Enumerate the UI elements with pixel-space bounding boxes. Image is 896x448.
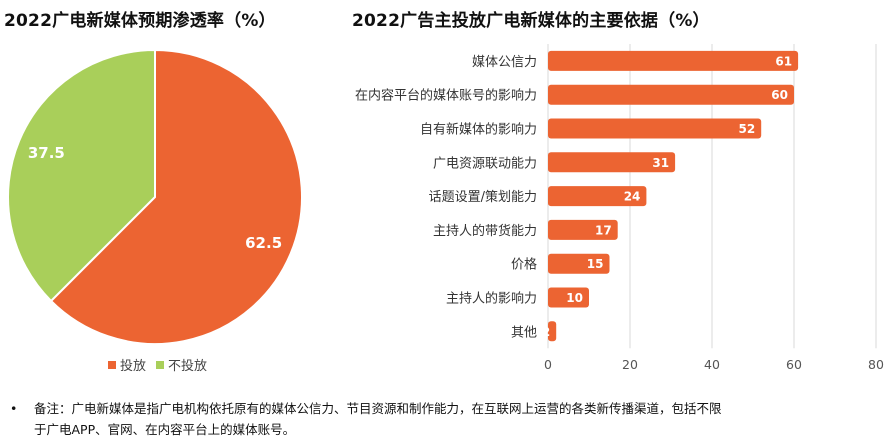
bar [548, 321, 557, 342]
legend-label: 不投放 [168, 358, 207, 374]
bar-value-label: 24 [624, 190, 641, 204]
bar [548, 152, 676, 173]
bar [548, 50, 799, 71]
bar [548, 253, 610, 274]
x-tick-label: 40 [704, 357, 720, 372]
legend-swatch [108, 361, 116, 369]
bar [548, 118, 762, 139]
x-tick-label: 20 [622, 357, 638, 372]
pie-chart: 62.5 37.5 投放 不投放 [7, 48, 303, 374]
y-category-label: 话题设置/策划能力 [429, 189, 537, 205]
bar-value-label: 15 [587, 257, 604, 271]
y-category-label: 其他 [511, 325, 537, 340]
bar-chart: 0 20 40 60 80 61 媒体公信力 60 在内容平台的媒体账号的影响力 52 自有新媒体的… [355, 44, 884, 372]
bar [548, 219, 618, 240]
bar-value-label: 61 [775, 54, 792, 68]
y-category-label: 在内容平台的媒体账号的影响力 [355, 88, 537, 104]
y-category-label: 媒体公信力 [472, 55, 537, 70]
bar-value-label: 60 [771, 88, 788, 102]
legend-label: 投放 [120, 358, 146, 374]
footnote-line-1: 备注：广电新媒体是指广电机构依托原有的媒体公信力、节目资源和制作能力，在互联网上… [34, 401, 722, 416]
footnote-bullet: • [10, 401, 18, 416]
pie-slice-label: 37.5 [28, 144, 65, 162]
bar-value-label: 10 [566, 291, 583, 305]
pie-slice [49, 48, 303, 345]
pie-slice [7, 48, 156, 303]
bar-value-label: 52 [738, 122, 755, 136]
bar [548, 186, 647, 207]
y-category-label: 自有新媒体的影响力 [420, 122, 537, 138]
y-category-label: 主持人的带货能力 [433, 223, 537, 239]
bar [548, 84, 794, 105]
bar-value-label: 31 [652, 156, 669, 170]
x-tick-label: 0 [544, 357, 552, 372]
footnote: • 备注：广电新媒体是指广电机构依托原有的媒体公信力、节目资源和制作能力，在互联… [10, 398, 886, 440]
bar [548, 287, 589, 308]
footnote-line-2: 于广电APP、官网、在内容平台上的媒体账号。 [34, 422, 296, 437]
bar-chart-title: 2022广告主投放广电新媒体的主要依据（%） [352, 11, 710, 31]
bar-value-label: 17 [595, 223, 612, 237]
x-tick-label: 80 [868, 357, 884, 372]
pie-chart-title: 2022广电新媒体预期渗透率（%） [4, 11, 276, 31]
pie-slice-label: 62.5 [245, 234, 282, 252]
bar-value-label: 2 [542, 325, 550, 339]
y-category-label: 主持人的影响力 [446, 291, 537, 307]
legend-swatch [156, 361, 164, 369]
y-category-label: 价格 [511, 257, 537, 273]
x-tick-label: 60 [786, 357, 802, 372]
y-category-label: 广电资源联动能力 [433, 156, 537, 171]
